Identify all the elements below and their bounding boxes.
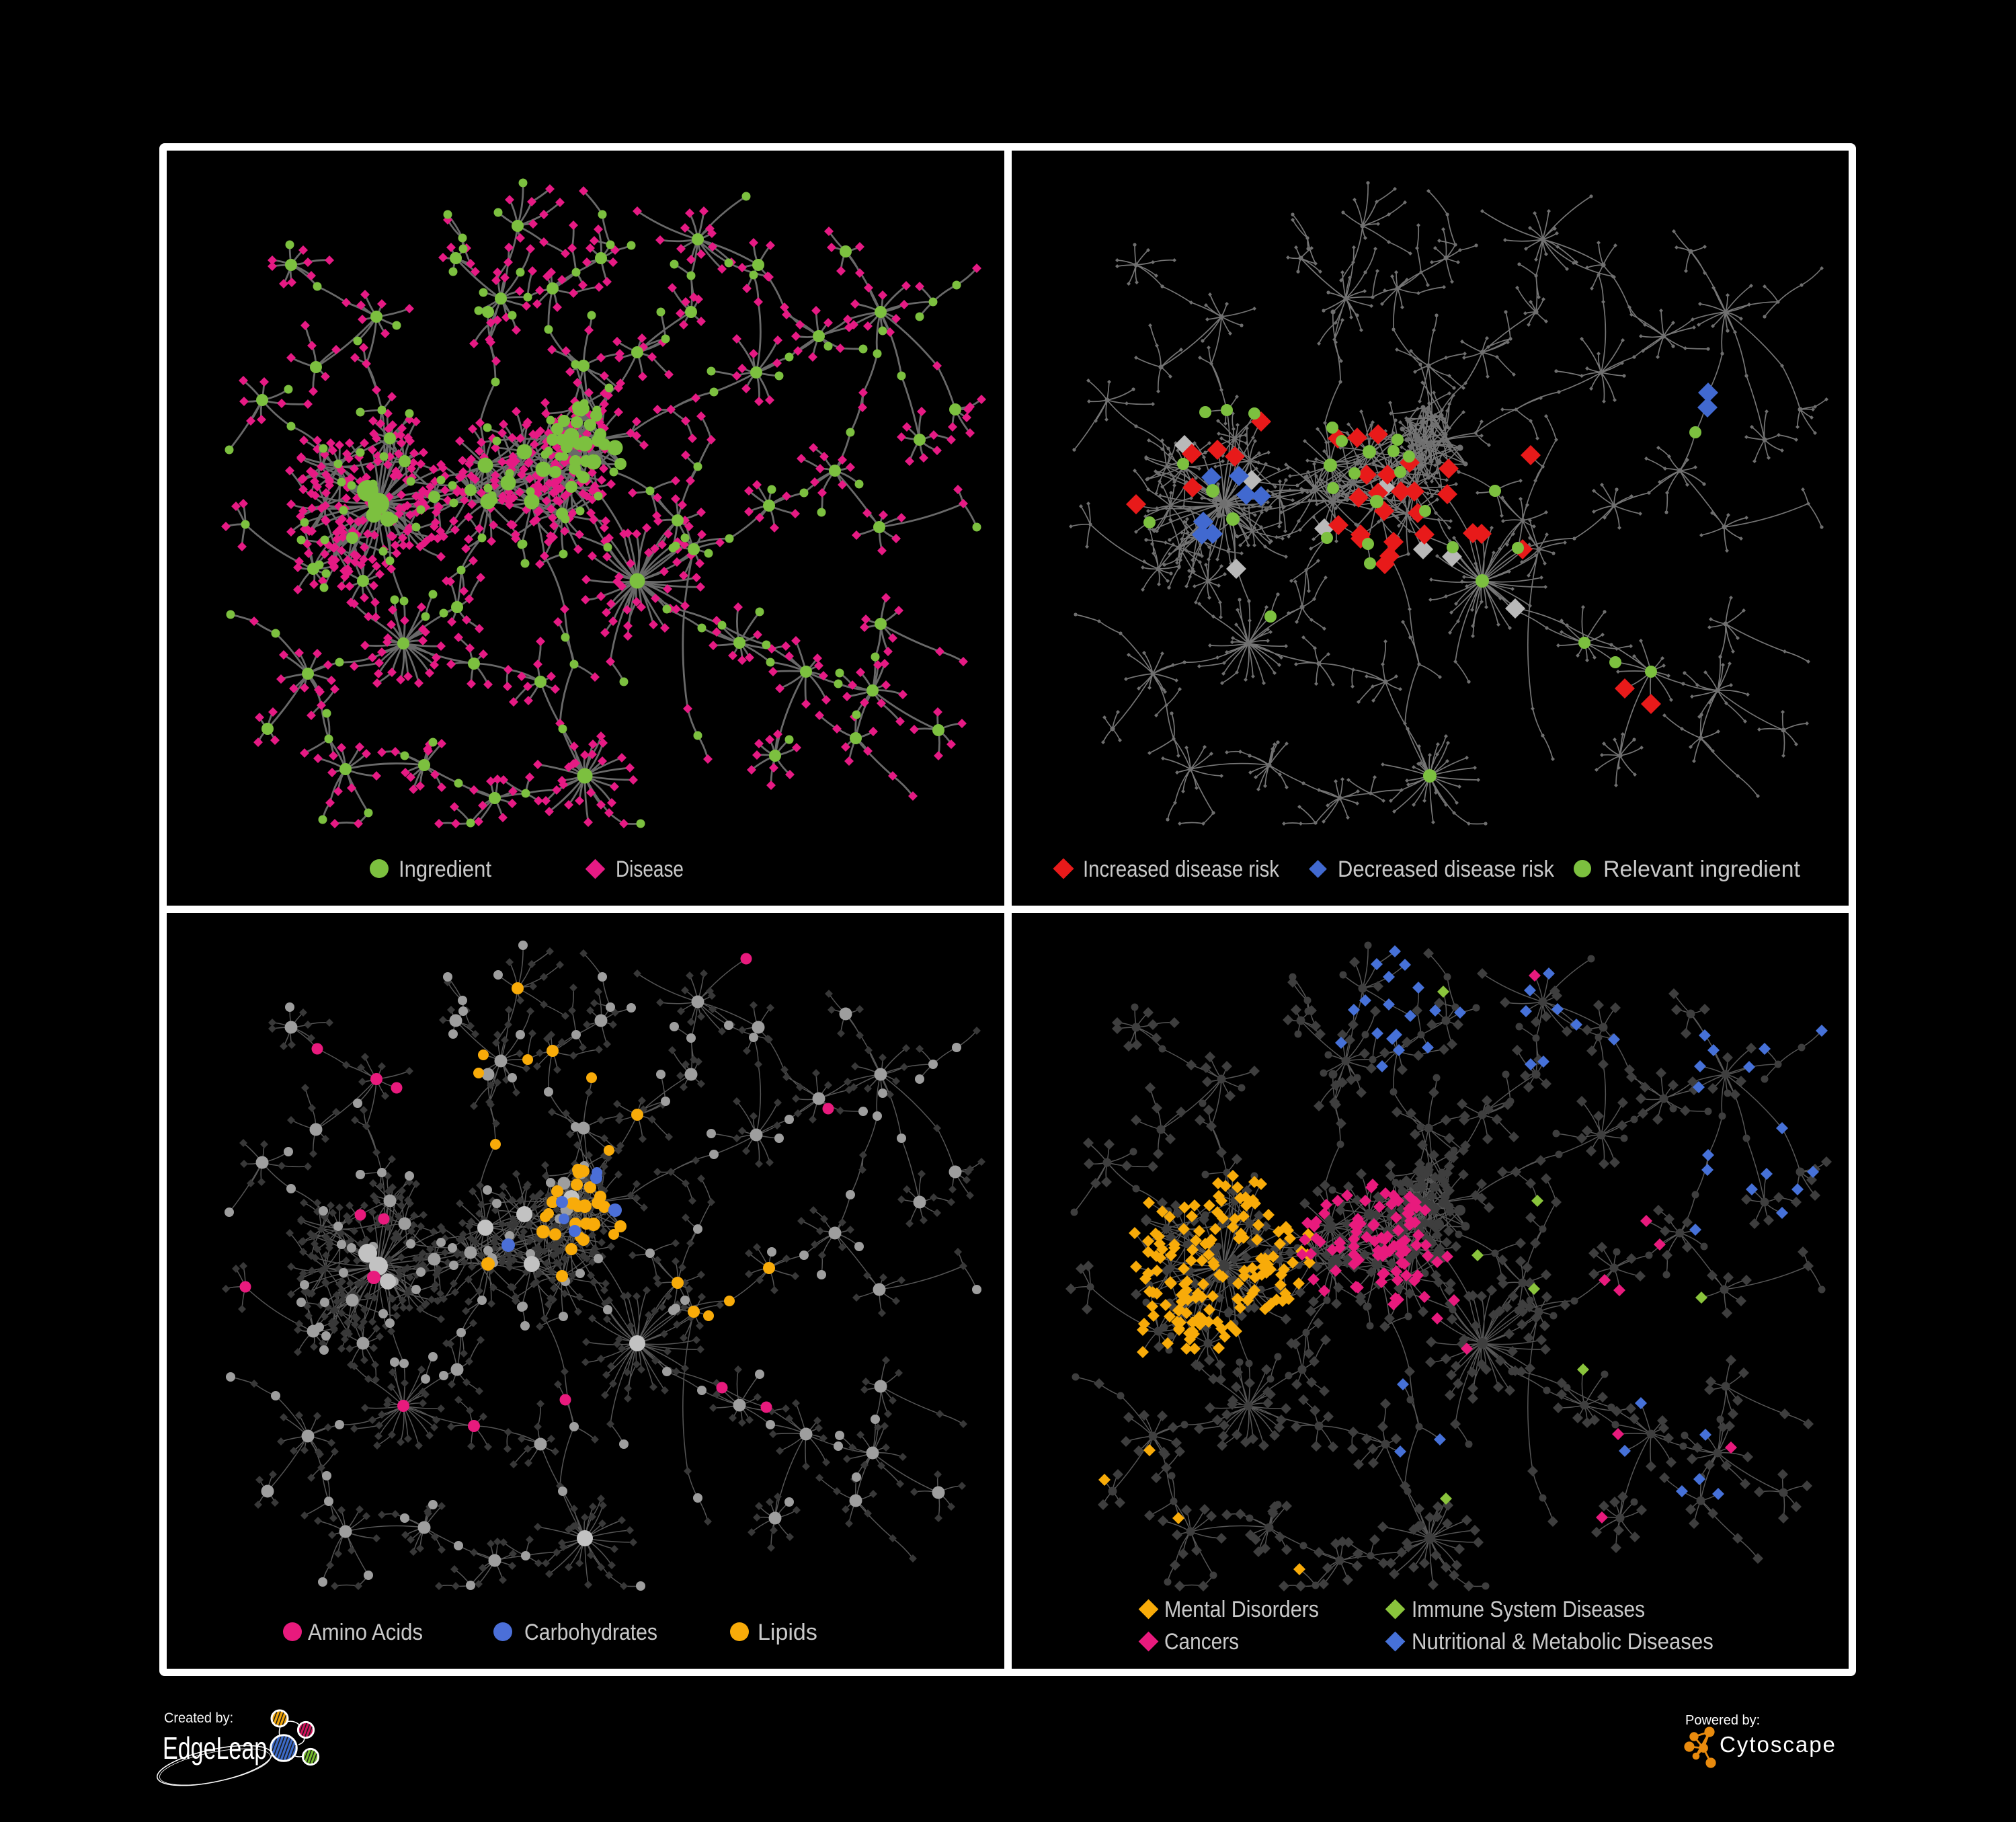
svg-text:Cytoscape: Cytoscape [1720,1732,1837,1757]
